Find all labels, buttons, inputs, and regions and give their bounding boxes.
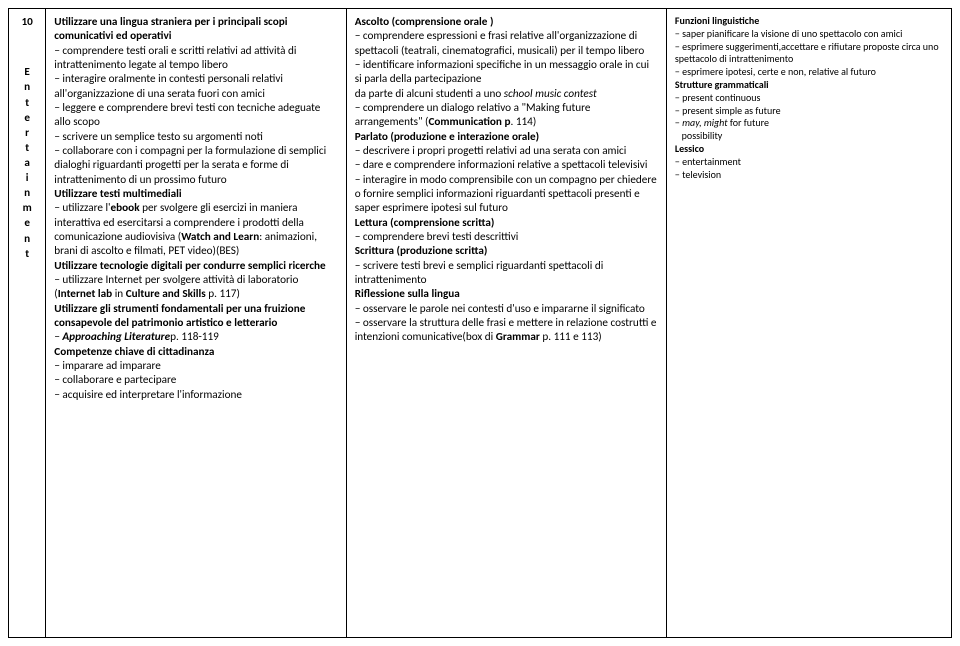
list-item: − interagire in modo comprensibile con u… xyxy=(355,173,658,216)
list-item: − esprimere suggerimenti,accettare e rif… xyxy=(675,41,941,67)
syllabus-table: 10 E n t e r t a i n m e n t Utilizzare … xyxy=(8,8,952,638)
heading: Lettura (comprensione scritta) xyxy=(355,216,658,230)
list-item: possibility xyxy=(675,130,941,143)
list-item: − imparare ad imparare xyxy=(54,359,337,373)
list-item: − utilizzare l'ebook per svolgere gli es… xyxy=(54,201,337,258)
list-item: − interagire oralmente in contesti perso… xyxy=(54,72,337,101)
heading: Utilizzare gli strumenti fondamentali pe… xyxy=(54,302,337,331)
list-item: − present continuous xyxy=(675,92,941,105)
list-item: − acquisire ed interpretare l'informazio… xyxy=(54,388,337,402)
heading: Utilizzare una lingua straniera per i pr… xyxy=(54,15,337,44)
competencies-cell: Utilizzare una lingua straniera per i pr… xyxy=(46,9,346,638)
list-item: − scrivere un semplice testo su argoment… xyxy=(54,130,337,144)
list-item: − entertainment xyxy=(675,156,941,169)
list-item: da parte di alcuni studenti a uno school… xyxy=(355,87,658,101)
heading: Utilizzare tecnologie digitali per condu… xyxy=(54,259,337,273)
list-item: − descrivere i propri progetti relativi … xyxy=(355,144,658,158)
list-item: − comprendere un dialogo relativo a "Mak… xyxy=(355,101,658,130)
heading: Lessico xyxy=(675,143,941,156)
list-item: − osservare le parole nei contesti d'uso… xyxy=(355,302,658,316)
heading: Competenze chiave di cittadinanza xyxy=(54,345,337,359)
heading: Strutture grammaticali xyxy=(675,79,941,92)
heading: Riflessione sulla lingua xyxy=(355,287,658,301)
heading: Parlato (produzione e interazione orale) xyxy=(355,130,658,144)
skills-cell: Ascolto (comprensione orale ) − comprend… xyxy=(346,9,666,638)
list-item: − comprendere brevi testi descrittivi xyxy=(355,230,658,244)
heading: Funzioni linguistiche xyxy=(675,15,941,28)
heading: Ascolto (comprensione orale ) xyxy=(355,15,658,29)
list-item: − scrivere testi brevi e semplici riguar… xyxy=(355,259,658,288)
grammar-cell: Funzioni linguistiche − saper pianificar… xyxy=(666,9,951,638)
list-item: − comprendere testi orali e scritti rela… xyxy=(54,44,337,73)
list-item: − comprendere espressioni e frasi relati… xyxy=(355,29,658,58)
unit-title-vertical: E n t e r t a i n m e n t xyxy=(11,65,43,261)
heading: Utilizzare testi multimediali xyxy=(54,187,337,201)
heading: Scrittura (produzione scritta) xyxy=(355,244,658,258)
list-item: − television xyxy=(675,169,941,182)
list-item: − leggere e comprendere brevi testi con … xyxy=(54,101,337,130)
list-item: − utilizzare Internet per svolgere attiv… xyxy=(54,273,337,302)
list-item: − osservare la struttura delle frasi e m… xyxy=(355,316,658,345)
list-item: − collaborare con i compagni per la form… xyxy=(54,144,337,187)
list-item: − Approaching Literaturep. 118-119 xyxy=(54,330,337,344)
list-item: − identificare informazioni specifiche i… xyxy=(355,58,658,87)
list-item: − dare e comprendere informazioni relati… xyxy=(355,158,658,172)
unit-number: 10 xyxy=(11,15,43,29)
list-item: − saper pianificare la visione di uno sp… xyxy=(675,28,941,41)
list-item: − collaborare e partecipare xyxy=(54,373,337,387)
unit-cell: 10 E n t e r t a i n m e n t xyxy=(9,9,46,638)
